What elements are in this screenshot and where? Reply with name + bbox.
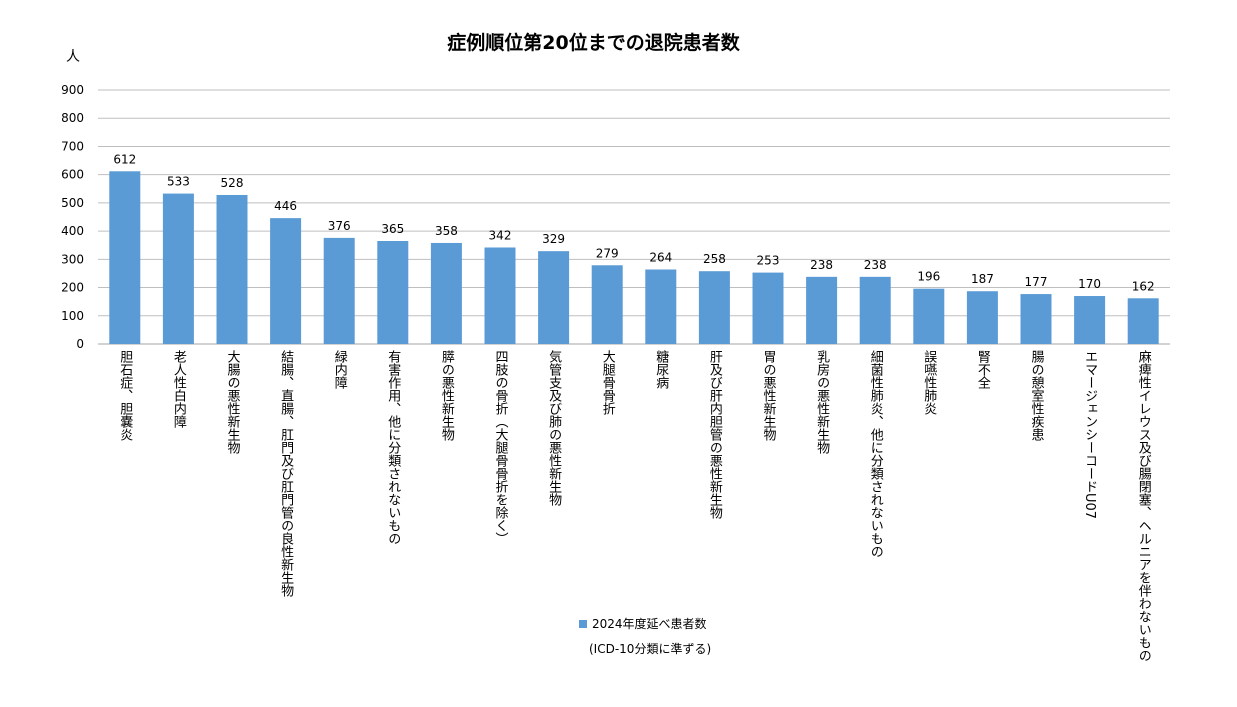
bar (377, 240, 409, 344)
x-category-label: 細菌性肺炎、他に分類されないもの (868, 350, 884, 558)
y-tick-label: 0 (76, 337, 84, 351)
x-category-label: 胆石症、胆嚢炎 (117, 350, 133, 441)
x-category-label: 肝及び肝内胆管の悪性新生物 (707, 350, 723, 520)
x-category-label: 腸の憩室性疾患 (1029, 350, 1045, 441)
x-category-label: 糖尿病 (653, 349, 669, 389)
bar (430, 242, 462, 344)
y-tick-label: 500 (61, 196, 84, 210)
data-label: 533 (167, 175, 190, 189)
bar (698, 271, 730, 344)
data-label: 342 (489, 228, 512, 242)
data-label: 253 (757, 254, 780, 268)
x-category-label: 腎不全 (975, 350, 991, 389)
legend-swatch (579, 619, 587, 628)
bar (484, 247, 516, 344)
bar (806, 276, 838, 344)
data-label: 264 (649, 250, 672, 264)
x-category-label: 老人性白内障 (171, 350, 187, 428)
x-category-label: 大腿骨骨折 (600, 350, 616, 415)
data-label: 238 (864, 258, 887, 272)
bar (216, 194, 248, 344)
y-tick-label: 700 (61, 139, 84, 153)
y-tick-label: 800 (61, 111, 84, 125)
x-category-label: 誤嚥性肺炎 (921, 349, 937, 415)
data-label: 258 (703, 252, 726, 266)
x-category-label: 緑内障 (332, 350, 348, 389)
bar (913, 288, 945, 344)
y-tick-label: 100 (61, 309, 84, 323)
chart-title: 症例順位第20位までの退院患者数 (447, 32, 740, 54)
x-category-label: 麻痺性イレウス及び腸閉塞、ヘルニアを伴わないもの (1136, 350, 1152, 662)
bar (1074, 296, 1106, 344)
y-tick-label: 600 (61, 168, 84, 182)
data-label: 358 (435, 224, 458, 238)
y-axis-unit: 人 (66, 49, 80, 65)
data-label: 177 (1025, 275, 1048, 289)
legend-label: 2024年度延べ患者数 (592, 617, 707, 631)
x-category-label: 気管支及び肺の悪性新生物 (546, 349, 562, 507)
data-label: 196 (917, 270, 940, 284)
bar (538, 251, 570, 344)
bar (859, 276, 891, 344)
bar (162, 193, 194, 344)
data-label: 170 (1078, 277, 1101, 291)
x-category-label: エマージェンシーコードU07 (1082, 350, 1097, 519)
y-tick-label: 400 (61, 224, 84, 238)
data-label: 162 (1132, 279, 1155, 293)
bar (752, 272, 784, 344)
x-category-label: 膵の悪性新生物 (439, 350, 455, 442)
data-label: 279 (596, 246, 619, 260)
classification-note: (ICD-10分類に準ずる) (589, 642, 712, 656)
bar (109, 171, 141, 344)
data-label: 238 (810, 258, 833, 272)
x-category-label: 結腸、直腸、肛門及び肛門管の良性新生物 (278, 350, 294, 598)
data-label: 365 (381, 222, 404, 236)
bar (645, 269, 677, 344)
y-tick-label: 200 (61, 281, 84, 295)
data-label: 612 (113, 152, 136, 166)
bar (966, 291, 998, 344)
x-category-label: 四肢の骨折（大腿骨骨折を除く） (493, 350, 509, 545)
data-label: 446 (274, 199, 297, 213)
data-label: 329 (542, 232, 565, 246)
x-category-label: 大腸の悪性新生物 (225, 350, 241, 455)
data-label: 376 (328, 219, 351, 233)
legend: 2024年度延べ患者数 (579, 615, 707, 632)
x-category-label: 有害作用、他に分類されないもの (385, 350, 401, 545)
y-tick-label: 300 (61, 252, 84, 266)
data-label: 187 (971, 272, 994, 286)
bar (270, 218, 302, 344)
data-label: 528 (221, 176, 244, 190)
y-tick-label: 900 (61, 83, 84, 97)
bar (323, 237, 355, 344)
bar (1020, 294, 1052, 344)
bar (1127, 298, 1159, 344)
x-category-label: 乳房の悪性新生物 (814, 350, 830, 455)
bar (591, 265, 623, 344)
x-category-label: 胃の悪性新生物 (761, 350, 777, 442)
